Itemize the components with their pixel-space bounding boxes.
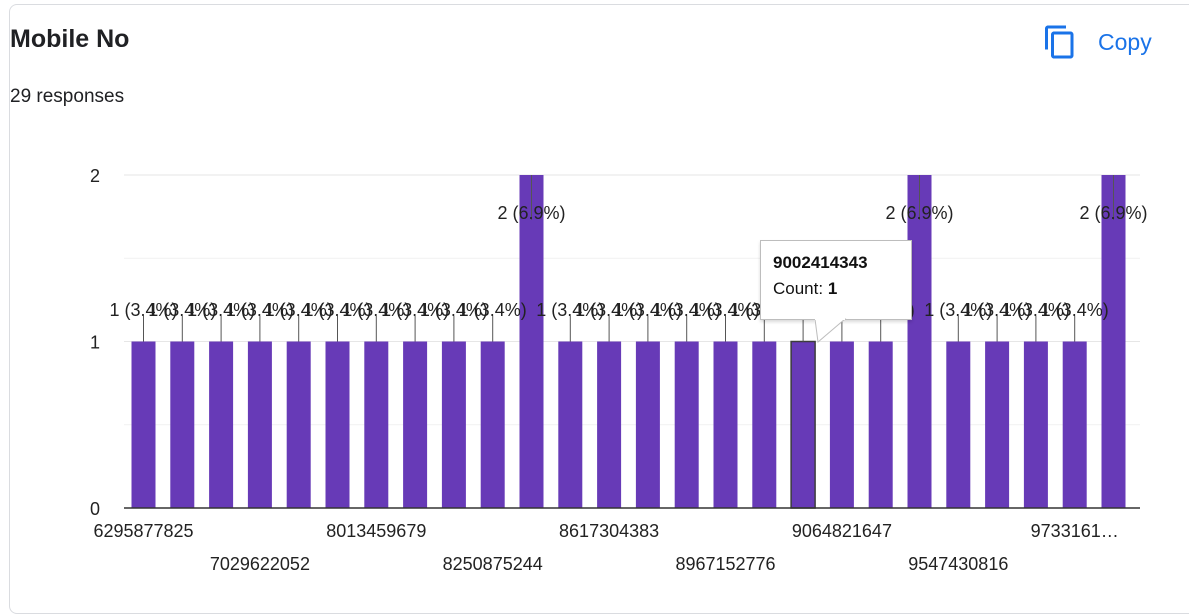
data-label: 1 (3.4%): [1002, 300, 1070, 320]
data-label: 1 (3.4%): [653, 300, 721, 320]
bar[interactable]: [985, 341, 1010, 509]
tooltip-count: Count: 1: [773, 279, 899, 299]
bar[interactable]: [480, 341, 505, 509]
data-label: 1 (3.4%): [691, 300, 759, 320]
bar[interactable]: [1062, 341, 1087, 509]
bar[interactable]: [790, 340, 816, 509]
x-tick-label: 8013459679: [326, 521, 426, 541]
data-label: 1 (3.4%): [575, 300, 643, 320]
tooltip-pointer: [815, 318, 847, 343]
bar[interactable]: [558, 341, 583, 509]
bar[interactable]: [635, 341, 660, 509]
data-label: 1 (3.4%): [924, 300, 992, 320]
bar[interactable]: [247, 341, 272, 509]
data-label: 1 (3.4%): [459, 300, 527, 320]
bar[interactable]: [674, 341, 699, 509]
x-tick-label: 9733161…: [1031, 521, 1119, 541]
bar[interactable]: [364, 341, 389, 509]
x-tick-label: 9064821647: [792, 521, 892, 541]
bar[interactable]: [131, 341, 156, 509]
data-label: 1 (3.4%): [963, 300, 1031, 320]
bar[interactable]: [209, 341, 234, 509]
bar[interactable]: [286, 341, 311, 509]
x-tick-label: 8617304383: [559, 521, 659, 541]
data-label: 1 (3.4%): [342, 300, 410, 320]
tooltip-count-value: 1: [827, 279, 838, 298]
data-label: 2 (6.9%): [497, 203, 565, 223]
tooltip-title: 9002414343: [773, 253, 868, 272]
y-tick-label: 1: [90, 333, 100, 353]
bar[interactable]: [597, 341, 622, 509]
data-label: 1 (3.4%): [381, 300, 449, 320]
x-tick-label: 8967152776: [675, 554, 775, 574]
copy-icon: [1045, 25, 1074, 59]
copy-label: Copy: [1098, 28, 1152, 55]
response-count: 29 responses: [10, 86, 125, 107]
data-label: 1 (3.4%): [265, 300, 333, 320]
data-label: 2 (6.9%): [1079, 203, 1147, 223]
data-label: 1 (3.4%): [614, 300, 682, 320]
bar[interactable]: [325, 341, 350, 509]
bar[interactable]: [752, 341, 777, 509]
data-label: 1 (3.4%): [226, 300, 294, 320]
question-card: [9, 4, 1189, 614]
data-label: 2 (6.9%): [885, 203, 953, 223]
bar[interactable]: [946, 341, 971, 509]
bar[interactable]: [441, 341, 466, 509]
x-tick-label: 8250875244: [443, 554, 543, 574]
question-title: Mobile No: [10, 25, 130, 53]
bar[interactable]: [1023, 341, 1048, 509]
bar[interactable]: [829, 341, 854, 509]
data-label: 1 (3.4%): [148, 300, 216, 320]
data-label: 1 (3.4%): [420, 300, 488, 320]
x-tick-label: 6295877825: [93, 521, 193, 541]
data-label: 1 (3.4%): [1041, 300, 1109, 320]
bar-chart: 1 (3.4%)1 (3.4%)1 (3.4%)1 (3.4%)1 (3.4%)…: [90, 166, 1148, 574]
y-tick-label: 2: [90, 166, 100, 186]
bar[interactable]: [403, 341, 428, 509]
bar-tooltip: 9002414343 Count: 1: [760, 240, 912, 320]
data-label: 1 (3.4%): [536, 300, 604, 320]
bar[interactable]: [907, 175, 932, 508]
x-tick-label: 9547430816: [908, 554, 1008, 574]
y-tick-label: 0: [90, 499, 100, 519]
copy-button[interactable]: Copy: [1042, 20, 1177, 64]
tooltip-count-label: Count:: [773, 279, 828, 298]
bar[interactable]: [868, 341, 893, 509]
data-label: 1 (3.4%): [109, 300, 177, 320]
bar[interactable]: [519, 175, 544, 508]
x-tick-label: 7029622052: [210, 554, 310, 574]
bar[interactable]: [1101, 175, 1126, 508]
data-label: 1 (3.4%): [187, 300, 255, 320]
bar[interactable]: [170, 341, 195, 509]
data-label: 1 (3.4%): [303, 300, 371, 320]
bar[interactable]: [713, 341, 738, 509]
